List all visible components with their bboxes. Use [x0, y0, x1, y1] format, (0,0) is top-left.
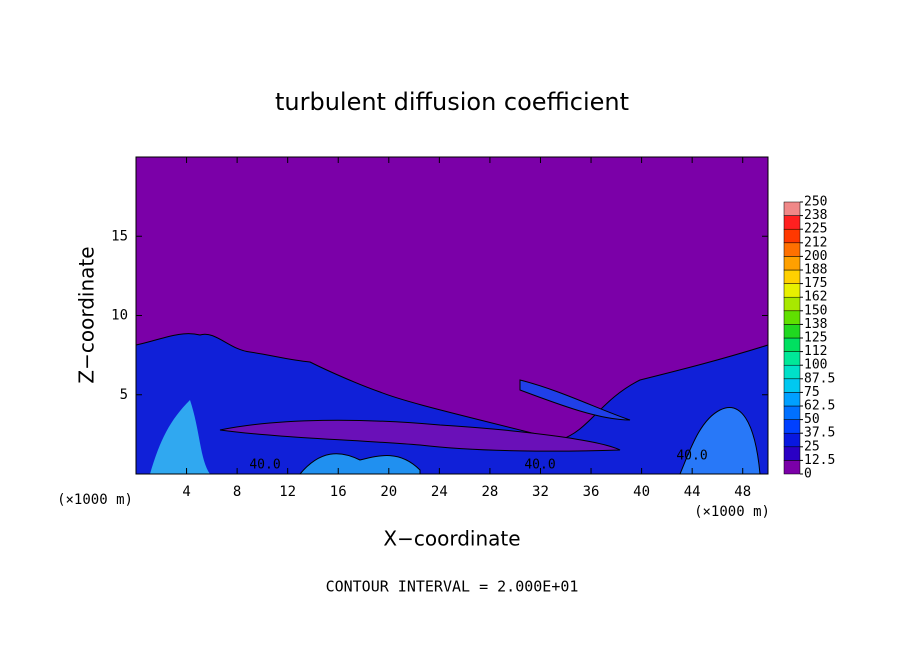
x-tick-label: 24 — [431, 484, 448, 500]
colorbar-label: 12.5 — [804, 453, 835, 468]
contour-label: 40.0 — [676, 449, 707, 464]
field-region — [150, 400, 210, 474]
colorbar-label: 0 — [804, 467, 812, 482]
colorbar-band — [783, 419, 801, 434]
footnote: CONTOUR INTERVAL = 2.000E+01 — [326, 578, 579, 596]
x-tick-label: 16 — [330, 484, 347, 500]
x-tick-label: 48 — [734, 484, 751, 500]
colorbar-label: 75 — [804, 385, 820, 400]
colorbar-band — [783, 378, 801, 393]
x-tick-label: 44 — [684, 484, 701, 500]
colorbar-band — [783, 201, 801, 216]
colorbar-band — [783, 256, 801, 271]
colorbar-label: 212 — [804, 235, 827, 250]
x-tick-label: 20 — [380, 484, 397, 500]
field-region — [298, 453, 421, 475]
colorbar-band — [783, 242, 801, 257]
colorbar-label: 138 — [804, 317, 827, 332]
x-tick-label: 4 — [182, 484, 190, 500]
colorbar-label: 150 — [804, 303, 827, 318]
x-tick-label: 8 — [233, 484, 241, 500]
x-unit: (×1000 m) — [57, 492, 133, 508]
colorbar-band — [783, 215, 801, 230]
y-axis-title: Z−coordinate — [75, 246, 99, 383]
colorbar-band — [783, 446, 801, 461]
field-region — [219, 419, 621, 452]
colorbar-label: 175 — [804, 276, 827, 291]
colorbar-label: 188 — [804, 263, 827, 278]
colorbar-band — [783, 337, 801, 352]
chart-title: turbulent diffusion coefficient — [275, 88, 629, 116]
colorbar-band — [783, 296, 801, 312]
colorbar-band — [783, 269, 801, 284]
field-region — [679, 407, 761, 475]
colorbar-band — [783, 310, 801, 325]
x-axis-title: X−coordinate — [383, 527, 520, 551]
colorbar-label: 100 — [804, 358, 827, 373]
colorbar-band — [783, 228, 801, 244]
colorbar-label: 162 — [804, 290, 827, 305]
colorbar-label: 50 — [804, 412, 820, 427]
colorbar-label: 225 — [804, 222, 827, 237]
field — [135, 156, 769, 475]
y-tick-label: 10 — [111, 308, 128, 324]
colorbar-label: 238 — [804, 208, 827, 223]
colorbar-label: 112 — [804, 344, 827, 359]
colorbar-band — [783, 351, 801, 366]
colorbar-band — [783, 460, 801, 475]
colorbar-band — [783, 432, 801, 448]
colorbar-label: 37.5 — [804, 426, 835, 441]
colorbar-label: 125 — [804, 331, 827, 346]
colorbar-label: 25 — [804, 439, 820, 454]
colorbar-label: 87.5 — [804, 371, 835, 386]
x-tick-label: 12 — [279, 484, 296, 500]
x-tick-label: 40 — [633, 484, 650, 500]
colorbar-band — [783, 392, 801, 407]
colorbar-band — [783, 364, 801, 380]
colorbar-label: 200 — [804, 249, 827, 264]
contour-label: 40.0 — [249, 458, 280, 473]
x-tick-label: 28 — [481, 484, 498, 500]
field-region — [519, 379, 631, 421]
colorbar-label: 62.5 — [804, 399, 835, 414]
colorbar-band — [783, 405, 801, 420]
colorbar-band — [783, 283, 801, 298]
y-tick-label: 5 — [120, 387, 128, 403]
x-unit: (×1000 m) — [694, 504, 770, 520]
x-tick-label: 32 — [532, 484, 549, 500]
field-region — [135, 333, 769, 475]
y-tick-label: 15 — [111, 228, 128, 244]
x-tick-label: 36 — [583, 484, 600, 500]
colorbar-band — [783, 324, 801, 339]
contour-label: 40.0 — [524, 458, 555, 473]
colorbar-label: 250 — [804, 195, 827, 210]
